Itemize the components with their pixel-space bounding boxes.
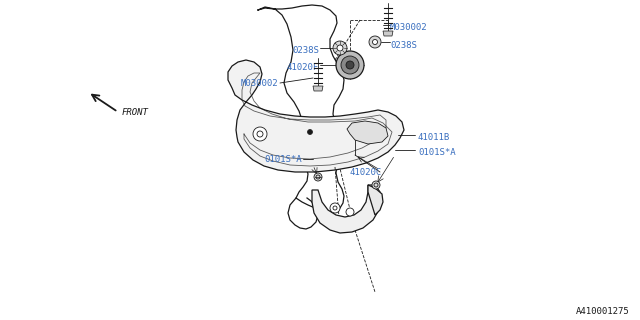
- Circle shape: [336, 51, 364, 79]
- Circle shape: [346, 61, 354, 69]
- Text: M030002: M030002: [241, 78, 278, 87]
- Circle shape: [346, 208, 354, 216]
- Circle shape: [341, 56, 359, 74]
- Polygon shape: [312, 185, 380, 233]
- Text: 41020C: 41020C: [350, 167, 382, 177]
- Text: M030002: M030002: [390, 22, 428, 31]
- Text: 41020F: 41020F: [287, 62, 319, 71]
- Circle shape: [372, 39, 378, 44]
- Circle shape: [369, 36, 381, 48]
- Circle shape: [330, 203, 340, 213]
- Text: 0101S*A: 0101S*A: [418, 148, 456, 156]
- Text: 0101S*A: 0101S*A: [264, 155, 302, 164]
- Circle shape: [337, 45, 343, 51]
- Text: 0238S: 0238S: [390, 41, 417, 50]
- Polygon shape: [383, 31, 393, 36]
- Circle shape: [333, 41, 347, 55]
- Polygon shape: [347, 121, 388, 144]
- Circle shape: [372, 181, 380, 189]
- Text: 41011B: 41011B: [418, 132, 451, 141]
- Circle shape: [253, 127, 267, 141]
- Circle shape: [314, 173, 322, 181]
- Text: FRONT: FRONT: [122, 108, 149, 116]
- Polygon shape: [368, 185, 383, 215]
- Circle shape: [307, 130, 312, 134]
- Text: A410001275: A410001275: [576, 308, 630, 316]
- Polygon shape: [313, 86, 323, 91]
- Text: 0238S: 0238S: [292, 45, 319, 54]
- Polygon shape: [228, 60, 404, 172]
